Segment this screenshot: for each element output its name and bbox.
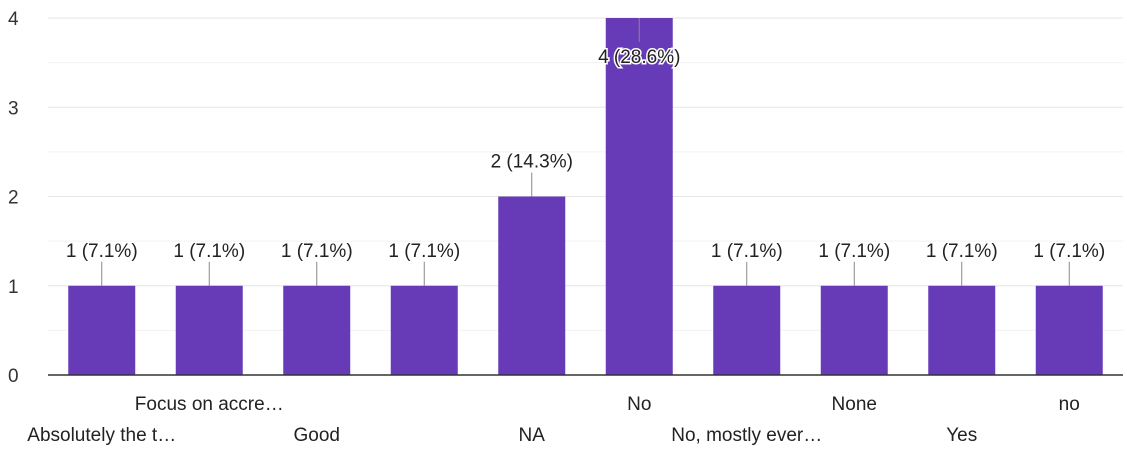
data-labels: 1 (7.1%) 1 (7.1%) 1 (7.1%) 1 (7.1%) 2 (14.3%… [66, 18, 1105, 286]
category-label: No [627, 394, 651, 415]
category-labels: Absolutely the t… Focus on accre… Good NA No… [27, 394, 1080, 446]
bar [68, 285, 136, 375]
y-tick-label: 4 [8, 9, 19, 30]
bar [390, 285, 458, 375]
bar [1035, 285, 1103, 375]
data-label: 1 (7.1%) [1033, 241, 1105, 262]
data-label: 1 (7.1%) [711, 241, 783, 262]
bar [820, 285, 888, 375]
data-label: 1 (7.1%) [818, 241, 890, 262]
y-tick-label: 0 [8, 366, 19, 387]
bar [498, 196, 566, 375]
category-label: None [832, 394, 877, 415]
bar [928, 285, 996, 375]
y-tick-label: 1 [8, 277, 19, 298]
y-tick-label: 3 [8, 98, 19, 119]
data-label: 4 (28.6%) [598, 47, 680, 68]
data-label: 1 (7.1%) [66, 241, 138, 262]
bar [175, 285, 243, 375]
data-label: 1 (7.1%) [281, 241, 353, 262]
bar [283, 285, 351, 375]
category-label: Good [294, 425, 340, 446]
category-label: No, mostly ever… [671, 425, 822, 446]
category-label: NA [519, 425, 546, 446]
data-label: 1 (7.1%) [926, 241, 998, 262]
category-label: no [1059, 394, 1080, 415]
bar [605, 18, 673, 375]
data-label: 1 (7.1%) [173, 241, 245, 262]
y-tick-label: 2 [8, 188, 19, 209]
category-label: Focus on accre… [135, 394, 284, 415]
bars [68, 18, 1103, 375]
category-label: Yes [946, 425, 977, 446]
category-label: Absolutely the t… [27, 425, 176, 446]
bar [713, 285, 781, 375]
data-label: 2 (14.3%) [491, 152, 573, 173]
data-label: 1 (7.1%) [388, 241, 460, 262]
y-axis-ticks: 0 1 2 3 4 [8, 9, 19, 387]
